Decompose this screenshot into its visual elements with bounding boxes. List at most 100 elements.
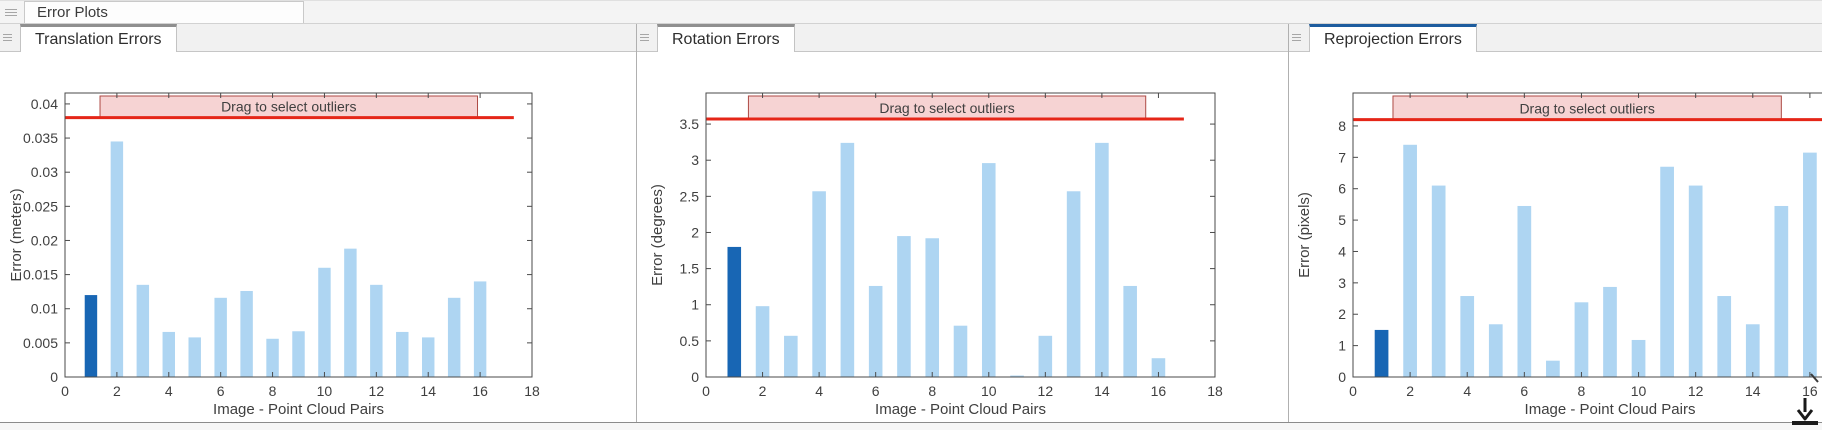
y-tick-label: 1: [1338, 338, 1346, 354]
rotation-errors-bar-chart[interactable]: 0 2 4 6 8 10 12 14 16 18 0 0.5 1 1.5 2 2.5 3 3.5 Drag to s…: [637, 52, 1288, 422]
rotation-errors-chart[interactable]: 0 2 4 6 8 10 12 14 16 18 0 0.5 1 1.5 2 2.5 3 3.5 Drag to s…: [637, 52, 1288, 422]
y-tick-label: 2: [1338, 306, 1346, 322]
bar[interactable]: [1123, 285, 1137, 377]
bar[interactable]: [1574, 302, 1589, 377]
y-axis-label: Error (pixels): [1296, 192, 1313, 278]
y-tick-label: 1.5: [680, 261, 700, 277]
axes-frame: [705, 92, 1216, 378]
panel-translation-errors: Translation Errors 0 2 4 6 8 10 12 14 16 18 0 0.005…: [0, 24, 636, 422]
bar[interactable]: [1631, 339, 1646, 377]
bar[interactable]: [1488, 324, 1503, 377]
grip-icon[interactable]: [640, 34, 649, 41]
grip-icon[interactable]: [1292, 34, 1301, 41]
x-tick-label: 18: [1207, 383, 1223, 399]
translation-errors-bar-chart[interactable]: 0 2 4 6 8 10 12 14 16 18 0 0.005 0.01 0.015 0.02 0.025 0…: [0, 52, 636, 422]
outlier-drag-banner-label: Drag to select outliers: [221, 99, 356, 115]
bar[interactable]: [1803, 152, 1817, 377]
bar[interactable]: [897, 236, 911, 377]
reprojection-errors-chart[interactable]: 0 2 4 6 8 10 12 14 16 0 1 2 3 4 5 6 7 8 Drag to select out…: [1289, 52, 1822, 422]
panel-rotation-errors: Rotation Errors 0 2 4 6 8 10 12 14 16 18 0 0.5 1 1.5 2…: [636, 24, 1288, 422]
panel-reprojection-errors: Reprojection Errors 0 2 4 6 8 10 12 14 16 0 1 2 3 4 5 6…: [1288, 24, 1822, 422]
y-axis-label: Error (degrees): [649, 184, 666, 286]
x-tick-label: 14: [1745, 383, 1761, 399]
bar[interactable]: [214, 297, 227, 377]
tab-translation-errors[interactable]: Translation Errors: [20, 24, 177, 52]
bar[interactable]: [136, 284, 150, 377]
bar[interactable]: [1403, 144, 1417, 377]
figure-tab-strip: Error Plots: [0, 1, 1822, 24]
x-tick-label: 16: [1151, 383, 1167, 399]
bar[interactable]: [840, 142, 855, 377]
translation-errors-chart[interactable]: 0 2 4 6 8 10 12 14 16 18 0 0.005 0.01 0.015 0.02 0.025 0…: [0, 52, 636, 422]
x-tick-label: 4: [815, 383, 823, 399]
y-axis-label: Error (meters): [8, 188, 25, 281]
bar[interactable]: [925, 238, 940, 377]
bar[interactable]: [292, 331, 305, 377]
bar[interactable]: [1517, 205, 1532, 377]
bar[interactable]: [812, 191, 826, 377]
y-tick-label: 0.005: [23, 335, 58, 351]
bar[interactable]: [1774, 205, 1789, 377]
bar[interactable]: [188, 337, 201, 377]
bar[interactable]: [1717, 296, 1732, 377]
bar[interactable]: [1745, 324, 1760, 377]
y-tick-label: 0.04: [31, 96, 58, 112]
bar[interactable]: [1431, 185, 1446, 377]
translation-tabbar: Translation Errors: [0, 24, 636, 52]
bar[interactable]: [868, 285, 883, 377]
x-tick-label: 12: [1688, 383, 1704, 399]
bar[interactable]: [396, 331, 409, 377]
tab-rotation-errors-label: Rotation Errors: [672, 30, 780, 48]
x-tick-label: 12: [1038, 383, 1054, 399]
bar[interactable]: [266, 338, 279, 377]
bar[interactable]: [1660, 166, 1674, 377]
bar[interactable]: [953, 325, 968, 377]
grip-icon[interactable]: [3, 34, 12, 41]
y-tick-label: 0: [1338, 369, 1346, 385]
highlighted-bar[interactable]: [84, 295, 98, 377]
bar[interactable]: [1066, 191, 1081, 377]
x-tick-label: 2: [1406, 383, 1414, 399]
tab-error-plots-label: Error Plots: [37, 4, 108, 21]
y-tick-label: 1: [691, 297, 699, 313]
x-tick-label: 8: [1578, 383, 1586, 399]
bar[interactable]: [1688, 185, 1703, 377]
y-tick-label: 5: [1338, 212, 1346, 228]
bar[interactable]: [421, 337, 435, 377]
x-tick-label: 6: [1520, 383, 1528, 399]
tab-rotation-errors[interactable]: Rotation Errors: [657, 24, 795, 52]
highlighted-bar[interactable]: [1374, 329, 1389, 377]
bar[interactable]: [447, 297, 461, 377]
bar[interactable]: [1038, 335, 1053, 377]
tab-error-plots[interactable]: Error Plots: [24, 1, 304, 23]
bar[interactable]: [1010, 375, 1024, 377]
y-tick-label: 0.5: [680, 333, 700, 349]
bar[interactable]: [344, 248, 357, 377]
bar[interactable]: [473, 281, 487, 377]
grip-icon[interactable]: [5, 8, 17, 16]
bar[interactable]: [240, 290, 253, 377]
highlighted-bar[interactable]: [727, 246, 742, 377]
y-tick-label: 2: [691, 224, 699, 240]
tab-translation-errors-label: Translation Errors: [35, 30, 162, 48]
y-tick-label: 6: [1338, 181, 1346, 197]
tab-reprojection-errors[interactable]: Reprojection Errors: [1309, 24, 1477, 52]
bar[interactable]: [162, 331, 176, 377]
x-axis-label: Image - Point Cloud Pairs: [1525, 401, 1696, 418]
bar[interactable]: [784, 335, 798, 377]
bar[interactable]: [1460, 296, 1475, 377]
bar[interactable]: [1095, 142, 1109, 377]
bar[interactable]: [1151, 358, 1166, 377]
bar[interactable]: [318, 267, 331, 377]
x-tick-label: 8: [928, 383, 936, 399]
bar[interactable]: [1603, 286, 1617, 377]
bar[interactable]: [981, 163, 996, 377]
bar[interactable]: [1546, 360, 1560, 377]
x-tick-label: 10: [981, 383, 997, 399]
bar[interactable]: [110, 141, 124, 377]
reprojection-tabbar: Reprojection Errors: [1289, 24, 1822, 52]
bar[interactable]: [755, 306, 770, 377]
bar[interactable]: [370, 284, 383, 377]
